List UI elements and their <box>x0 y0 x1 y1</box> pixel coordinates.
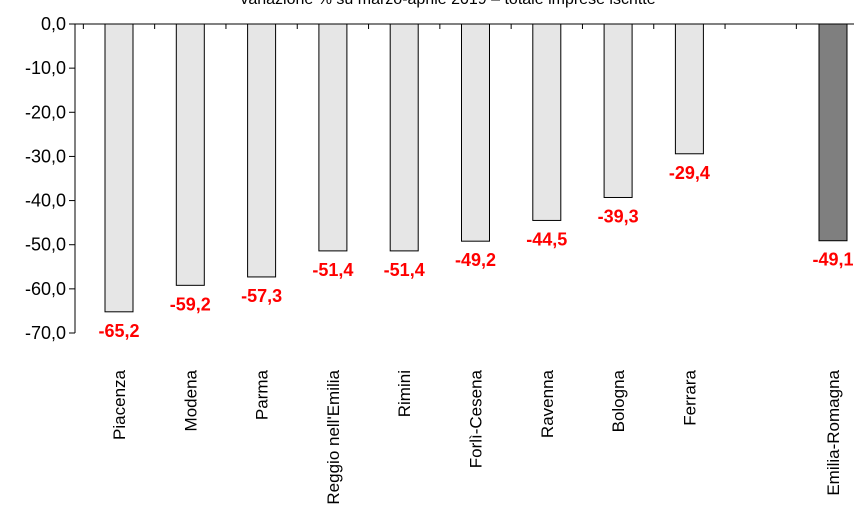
bar <box>461 23 490 242</box>
y-tick-label: -10,0 <box>25 58 66 78</box>
category-label: Parma <box>253 369 272 420</box>
data-label: -57,3 <box>241 286 282 306</box>
y-tick-label: 0,0 <box>41 14 66 34</box>
data-label: -59,2 <box>170 294 211 314</box>
data-label: -65,2 <box>98 321 139 341</box>
y-tick-label: -60,0 <box>25 279 66 299</box>
category-label: Modena <box>181 369 200 431</box>
bar <box>389 23 419 252</box>
y-tick-label: -50,0 <box>25 235 66 255</box>
data-label: -29,4 <box>669 163 710 183</box>
bar <box>603 23 633 198</box>
data-label: -51,4 <box>312 260 353 280</box>
category-label: Bologna <box>609 369 628 432</box>
data-label: -49,2 <box>455 250 496 270</box>
category-label: Reggio nell'Emilia <box>324 369 343 504</box>
labels-layer: -65,2 Piacenza -59,2 Modena -57,3 Parma -51,4 R… <box>98 163 853 505</box>
category-label: Emilia-Romagna <box>824 369 843 495</box>
axis-layer: 0,0 -10,0 -20,0 -30,0 -40,0 -50,0 -60,0 -70,0 <box>25 14 854 343</box>
category-label: Ravenna <box>538 369 557 438</box>
data-label: -39,3 <box>598 206 639 226</box>
bar <box>247 23 277 278</box>
category-label: Piacenza <box>110 369 129 439</box>
y-tick-label: -30,0 <box>25 146 66 166</box>
y-tick-label: -40,0 <box>25 191 66 211</box>
category-label: Forlì-Cesena <box>467 369 486 468</box>
data-label: -49,1 <box>812 250 853 270</box>
category-label: Ferrara <box>680 369 699 425</box>
bar <box>104 23 134 313</box>
bar <box>532 23 562 221</box>
bar <box>175 23 205 286</box>
y-tick-label: -20,0 <box>25 102 66 122</box>
chart-title: variazione % su marzo-aprile 2019 – tota… <box>240 0 655 8</box>
data-label: -44,5 <box>526 229 567 249</box>
bar <box>818 23 848 242</box>
data-label: -51,4 <box>384 260 425 280</box>
y-tick-label: -70,0 <box>25 323 66 343</box>
bar <box>318 23 348 252</box>
bar <box>674 23 704 155</box>
category-label: Rimini <box>395 370 414 417</box>
